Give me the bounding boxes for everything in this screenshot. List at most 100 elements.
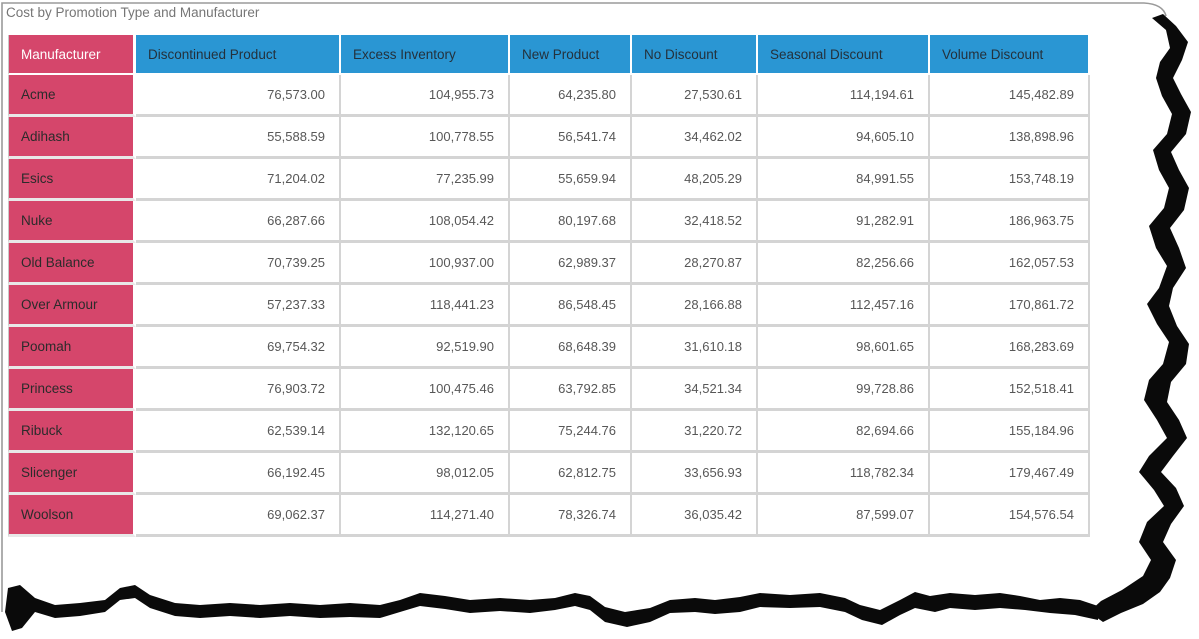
- column-header-volume-discount[interactable]: Volume Discount: [930, 35, 1090, 75]
- value-cell: 91,282.91: [758, 201, 930, 243]
- table-row: Poomah 69,754.32 92,519.90 68,648.39 31,…: [8, 327, 1090, 369]
- value-cell: 78,326.74: [510, 495, 632, 537]
- value-cell: 104,955.73: [341, 75, 510, 117]
- manufacturer-cell[interactable]: Slicenger: [8, 453, 136, 495]
- column-header-excess-inventory[interactable]: Excess Inventory: [341, 35, 510, 75]
- value-cell: 112,457.16: [758, 285, 930, 327]
- value-cell: 66,287.66: [136, 201, 341, 243]
- table-body: Acme 76,573.00 104,955.73 64,235.80 27,5…: [8, 75, 1090, 537]
- torn-edge-bottom-icon: [5, 585, 1098, 631]
- cost-matrix-table: Manufacturer Discontinued Product Excess…: [8, 35, 1090, 537]
- value-cell: 100,475.46: [341, 369, 510, 411]
- header-row: Manufacturer Discontinued Product Excess…: [8, 35, 1090, 75]
- value-cell: 118,441.23: [341, 285, 510, 327]
- value-cell: 92,519.90: [341, 327, 510, 369]
- value-cell: 152,518.41: [930, 369, 1090, 411]
- value-cell: 71,204.02: [136, 159, 341, 201]
- value-cell: 145,482.89: [930, 75, 1090, 117]
- value-cell: 55,659.94: [510, 159, 632, 201]
- value-cell: 34,521.34: [632, 369, 758, 411]
- manufacturer-cell[interactable]: Ribuck: [8, 411, 136, 453]
- value-cell: 28,166.88: [632, 285, 758, 327]
- value-cell: 155,184.96: [930, 411, 1090, 453]
- value-cell: 33,656.93: [632, 453, 758, 495]
- value-cell: 36,035.42: [632, 495, 758, 537]
- torn-edge-right-icon: [1089, 14, 1191, 622]
- value-cell: 98,601.65: [758, 327, 930, 369]
- value-cell: 100,937.00: [341, 243, 510, 285]
- table-row: Ribuck 62,539.14 132,120.65 75,244.76 31…: [8, 411, 1090, 453]
- table-row: Esics 71,204.02 77,235.99 55,659.94 48,2…: [8, 159, 1090, 201]
- value-cell: 76,573.00: [136, 75, 341, 117]
- column-header-new-product[interactable]: New Product: [510, 35, 632, 75]
- value-cell: 64,235.80: [510, 75, 632, 117]
- value-cell: 62,989.37: [510, 243, 632, 285]
- table-row: Woolson 69,062.37 114,271.40 78,326.74 3…: [8, 495, 1090, 537]
- value-cell: 168,283.69: [930, 327, 1090, 369]
- table-row: Acme 76,573.00 104,955.73 64,235.80 27,5…: [8, 75, 1090, 117]
- value-cell: 114,194.61: [758, 75, 930, 117]
- manufacturer-cell[interactable]: Esics: [8, 159, 136, 201]
- value-cell: 28,270.87: [632, 243, 758, 285]
- value-cell: 94,605.10: [758, 117, 930, 159]
- table-row: Slicenger 66,192.45 98,012.05 62,812.75 …: [8, 453, 1090, 495]
- value-cell: 80,197.68: [510, 201, 632, 243]
- value-cell: 62,539.14: [136, 411, 341, 453]
- page-title: Cost by Promotion Type and Manufacturer: [6, 5, 260, 20]
- table-row: Over Armour 57,237.33 118,441.23 86,548.…: [8, 285, 1090, 327]
- value-cell: 86,548.45: [510, 285, 632, 327]
- value-cell: 87,599.07: [758, 495, 930, 537]
- value-cell: 132,120.65: [341, 411, 510, 453]
- manufacturer-cell[interactable]: Nuke: [8, 201, 136, 243]
- value-cell: 99,728.86: [758, 369, 930, 411]
- value-cell: 98,012.05: [341, 453, 510, 495]
- column-header-no-discount[interactable]: No Discount: [632, 35, 758, 75]
- value-cell: 186,963.75: [930, 201, 1090, 243]
- value-cell: 48,205.29: [632, 159, 758, 201]
- value-cell: 154,576.54: [930, 495, 1090, 537]
- table-row: Adihash 55,588.59 100,778.55 56,541.74 3…: [8, 117, 1090, 159]
- value-cell: 100,778.55: [341, 117, 510, 159]
- table-row: Nuke 66,287.66 108,054.42 80,197.68 32,4…: [8, 201, 1090, 243]
- value-cell: 62,812.75: [510, 453, 632, 495]
- table-row: Princess 76,903.72 100,475.46 63,792.85 …: [8, 369, 1090, 411]
- manufacturer-cell[interactable]: Poomah: [8, 327, 136, 369]
- value-cell: 170,861.72: [930, 285, 1090, 327]
- manufacturer-cell[interactable]: Adihash: [8, 117, 136, 159]
- value-cell: 76,903.72: [136, 369, 341, 411]
- column-header-manufacturer[interactable]: Manufacturer: [8, 35, 136, 75]
- column-header-seasonal-discount[interactable]: Seasonal Discount: [758, 35, 930, 75]
- value-cell: 27,530.61: [632, 75, 758, 117]
- value-cell: 153,748.19: [930, 159, 1090, 201]
- value-cell: 66,192.45: [136, 453, 341, 495]
- manufacturer-cell[interactable]: Acme: [8, 75, 136, 117]
- value-cell: 108,054.42: [341, 201, 510, 243]
- value-cell: 55,588.59: [136, 117, 341, 159]
- value-cell: 56,541.74: [510, 117, 632, 159]
- value-cell: 162,057.53: [930, 243, 1090, 285]
- column-header-discontinued-product[interactable]: Discontinued Product: [136, 35, 341, 75]
- value-cell: 84,991.55: [758, 159, 930, 201]
- value-cell: 82,256.66: [758, 243, 930, 285]
- value-cell: 69,754.32: [136, 327, 341, 369]
- value-cell: 75,244.76: [510, 411, 632, 453]
- table-row: Old Balance 70,739.25 100,937.00 62,989.…: [8, 243, 1090, 285]
- manufacturer-cell[interactable]: Over Armour: [8, 285, 136, 327]
- value-cell: 32,418.52: [632, 201, 758, 243]
- value-cell: 77,235.99: [341, 159, 510, 201]
- value-cell: 31,610.18: [632, 327, 758, 369]
- value-cell: 70,739.25: [136, 243, 341, 285]
- value-cell: 118,782.34: [758, 453, 930, 495]
- value-cell: 68,648.39: [510, 327, 632, 369]
- value-cell: 57,237.33: [136, 285, 341, 327]
- value-cell: 138,898.96: [930, 117, 1090, 159]
- value-cell: 82,694.66: [758, 411, 930, 453]
- manufacturer-cell[interactable]: Princess: [8, 369, 136, 411]
- manufacturer-cell[interactable]: Old Balance: [8, 243, 136, 285]
- value-cell: 69,062.37: [136, 495, 341, 537]
- value-cell: 31,220.72: [632, 411, 758, 453]
- manufacturer-cell[interactable]: Woolson: [8, 495, 136, 537]
- value-cell: 114,271.40: [341, 495, 510, 537]
- value-cell: 63,792.85: [510, 369, 632, 411]
